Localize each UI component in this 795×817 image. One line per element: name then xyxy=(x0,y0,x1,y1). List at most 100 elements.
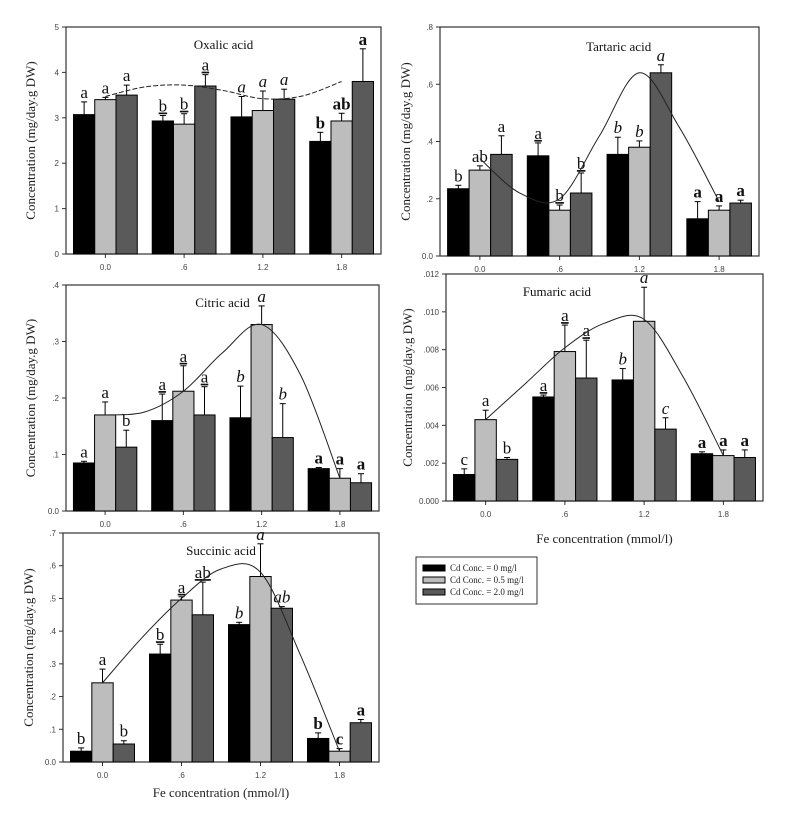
legend-swatch-2 xyxy=(422,588,446,596)
bar xyxy=(172,123,196,255)
bar xyxy=(351,80,375,255)
significance-letter: a xyxy=(336,450,345,469)
y-tick-label: .008 xyxy=(423,346,439,355)
y-tick-label: 0 xyxy=(55,250,60,259)
x-tick-label: .6 xyxy=(180,520,187,529)
significance-letter: b xyxy=(316,113,325,132)
x-tick-label: 1.2 xyxy=(256,520,268,529)
significance-letter: a xyxy=(101,383,109,402)
legend-label-1: Cd Conc. = 0.5 mg/l xyxy=(450,575,524,585)
significance-letter: a xyxy=(314,448,323,467)
bar xyxy=(112,743,135,763)
significance-letter: a xyxy=(158,375,166,394)
bar xyxy=(611,379,634,502)
significance-letter: a xyxy=(736,181,745,200)
x-tick-label: 1.2 xyxy=(634,265,646,274)
panel-title: Citric acid xyxy=(195,295,250,310)
significance-letter: b xyxy=(235,603,244,622)
significance-letter: b xyxy=(120,722,129,741)
bar xyxy=(654,428,677,502)
y-tick-label: 4 xyxy=(55,68,60,77)
significance-letter: a xyxy=(202,56,210,75)
bar xyxy=(193,414,216,512)
significance-letter: b xyxy=(122,411,131,430)
y-axis-label: Concentration (mg/day.g DW) xyxy=(398,62,413,220)
bar xyxy=(309,140,332,255)
bar xyxy=(273,98,296,255)
significance-letter: a xyxy=(257,287,266,306)
x-tick-label: .6 xyxy=(181,263,188,272)
x-tick-label: 0.0 xyxy=(100,520,112,529)
panel-fumaric-acid: 0.000 .002 .004 .006 .008 .010 .012 0.0 .6 1.2 1.8… xyxy=(400,268,764,546)
legend-swatch-0 xyxy=(422,564,446,572)
bar xyxy=(532,396,555,502)
panel-citric-acid: 0.0.1.2.3.40.0.6 1.2 1.8aa baaaaababaCitric… xyxy=(23,281,380,529)
y-tick-label: .010 xyxy=(423,308,439,317)
bar xyxy=(328,477,351,512)
significance-letter: b xyxy=(159,97,168,116)
y-tick-label: .1 xyxy=(52,451,59,460)
y-tick-label: 0.0 xyxy=(45,758,57,767)
significance-letter: b xyxy=(614,118,623,137)
y-tick-label: .004 xyxy=(423,421,439,430)
y-tick-label: .4 xyxy=(49,627,56,636)
x-tick-label: 1.2 xyxy=(639,510,651,519)
significance-letter: b xyxy=(77,729,86,748)
bar xyxy=(270,607,293,763)
y-tick-label: .2 xyxy=(52,394,59,403)
legend-label-0: Cd Conc. = 0 mg/l xyxy=(450,563,517,573)
significance-letter: a xyxy=(540,376,548,395)
significance-letter: a xyxy=(180,347,188,366)
bar xyxy=(447,188,470,257)
bar xyxy=(172,390,195,512)
bar xyxy=(230,116,253,255)
x-tick-label: 1.8 xyxy=(334,520,346,529)
x-tick-label: .6 xyxy=(178,771,185,780)
y-tick-label: 2 xyxy=(55,159,60,168)
x-tick-label: 0.0 xyxy=(97,771,109,780)
bar xyxy=(729,202,752,257)
trend-line xyxy=(105,323,341,479)
trend-line xyxy=(479,72,720,204)
bar xyxy=(250,324,273,512)
bar xyxy=(94,99,117,255)
y-tick-label: .3 xyxy=(49,660,56,669)
significance-letter: a xyxy=(237,77,246,96)
x-tick-label: 1.2 xyxy=(255,771,267,780)
bar xyxy=(553,351,577,502)
bar xyxy=(228,624,251,763)
y-tick-label: .2 xyxy=(426,195,433,204)
bar xyxy=(490,153,513,257)
trend-line xyxy=(485,314,724,456)
bar xyxy=(686,218,709,257)
bar xyxy=(474,419,497,502)
bar xyxy=(151,120,174,255)
bar xyxy=(194,85,217,255)
legend: Cd Conc. = 0 mg/l Cd Conc. = 0.5 mg/l Cd… xyxy=(415,556,538,605)
y-tick-label: 3 xyxy=(55,114,60,123)
bar xyxy=(271,437,294,512)
y-tick-label: .5 xyxy=(49,594,56,603)
bar xyxy=(632,320,656,502)
bar xyxy=(170,599,193,763)
bar xyxy=(149,653,172,763)
significance-letter: c xyxy=(336,730,344,749)
significance-letter: a xyxy=(80,442,88,461)
bar xyxy=(249,576,272,763)
x-tick-label: .6 xyxy=(556,265,563,274)
trend-line xyxy=(105,81,342,100)
bar xyxy=(495,458,519,502)
significance-letter: b xyxy=(156,625,165,644)
significance-letter: a xyxy=(640,268,649,287)
panel-title: Tartaric acid xyxy=(586,39,652,54)
bar xyxy=(575,377,598,502)
x-tick-label: 0.0 xyxy=(480,510,492,519)
plot-frame xyxy=(62,532,380,763)
significance-letter: a xyxy=(741,431,750,450)
bar xyxy=(151,420,174,512)
legend-swatch-1 xyxy=(422,576,446,584)
bar xyxy=(690,453,714,502)
significance-letter: a xyxy=(582,321,590,340)
significance-letter: b xyxy=(635,122,644,141)
